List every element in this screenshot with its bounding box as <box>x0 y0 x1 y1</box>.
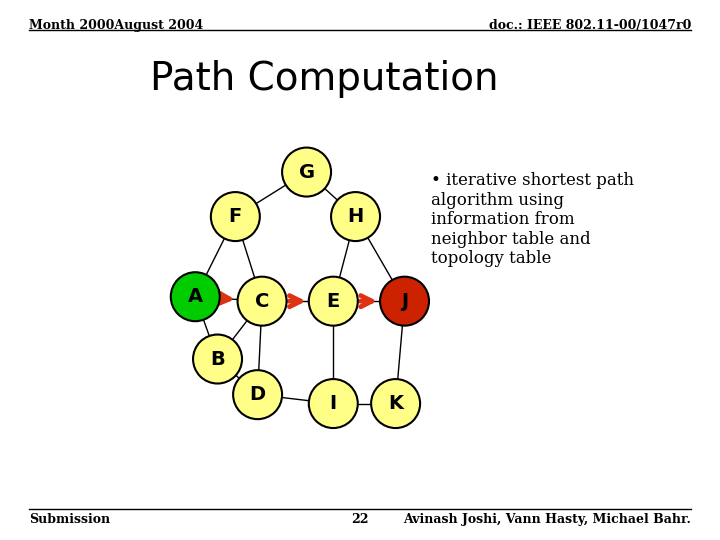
Circle shape <box>309 379 358 428</box>
Text: K: K <box>388 394 403 413</box>
Text: Month 2000August 2004: Month 2000August 2004 <box>29 19 203 32</box>
Text: H: H <box>348 207 364 226</box>
Text: D: D <box>250 385 266 404</box>
Text: Avinash Joshi, Vann Hasty, Michael Bahr.: Avinash Joshi, Vann Hasty, Michael Bahr. <box>403 513 691 526</box>
Text: J: J <box>401 292 408 310</box>
Circle shape <box>331 192 380 241</box>
Text: A: A <box>188 287 203 306</box>
Text: Submission: Submission <box>29 513 110 526</box>
Text: B: B <box>210 349 225 368</box>
Text: 22: 22 <box>351 513 369 526</box>
Text: I: I <box>330 394 337 413</box>
Circle shape <box>380 276 429 326</box>
Circle shape <box>171 272 220 321</box>
Text: doc.: IEEE 802.11-00/1047r0: doc.: IEEE 802.11-00/1047r0 <box>489 19 691 32</box>
Text: • iterative shortest path
algorithm using
information from
neighbor table and
to: • iterative shortest path algorithm usin… <box>431 172 634 267</box>
Text: C: C <box>255 292 269 310</box>
Text: F: F <box>229 207 242 226</box>
Text: G: G <box>299 163 315 181</box>
Circle shape <box>238 276 287 326</box>
Circle shape <box>211 192 260 241</box>
Circle shape <box>193 335 242 383</box>
Text: Path Computation: Path Computation <box>150 59 499 98</box>
Circle shape <box>233 370 282 419</box>
Circle shape <box>282 147 331 197</box>
Text: E: E <box>327 292 340 310</box>
Circle shape <box>309 276 358 326</box>
Circle shape <box>371 379 420 428</box>
